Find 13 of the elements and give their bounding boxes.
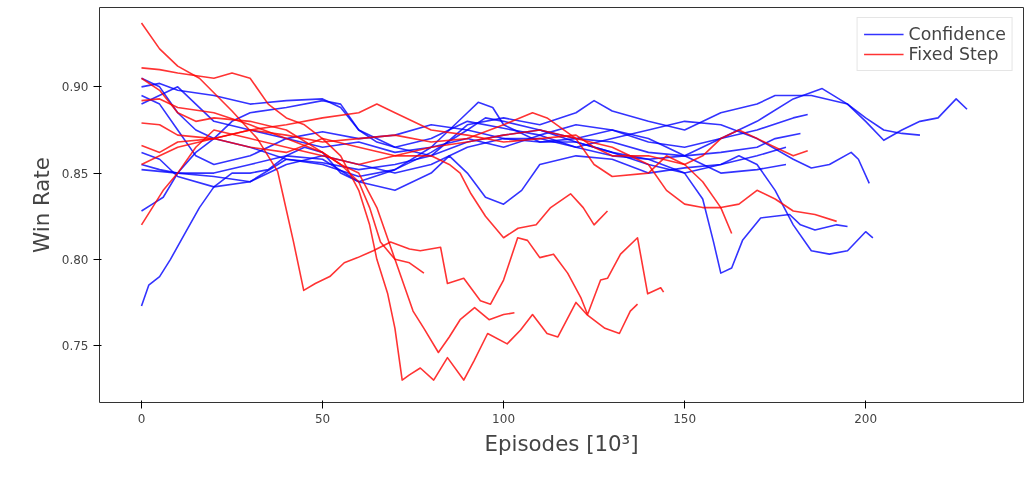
legend-label: Confidence (908, 24, 1006, 44)
y-tick-label: 0.75 (61, 339, 89, 354)
x-tick-label: 0 (137, 411, 146, 426)
x-tick-label: 150 (673, 411, 697, 426)
y-tick-label: 0.80 (61, 252, 89, 267)
x-tick-label: 50 (314, 411, 331, 426)
y-tick-label: 0.85 (61, 166, 89, 181)
y-tick-label: 0.90 (61, 80, 89, 95)
legend-label: Fixed Step (908, 44, 999, 64)
y-axis-title: Win Rate (28, 157, 54, 253)
x-tick-label: 100 (492, 411, 516, 426)
x-tick-label: 200 (854, 411, 878, 426)
x-axis-title: Episodes [10³] (484, 430, 639, 456)
